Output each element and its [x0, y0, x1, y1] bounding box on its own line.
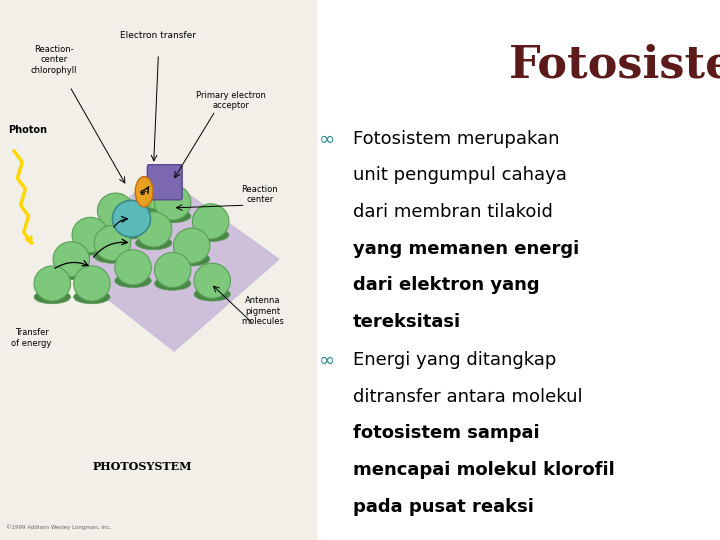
Ellipse shape — [115, 274, 151, 287]
Polygon shape — [57, 173, 279, 351]
Ellipse shape — [154, 252, 191, 287]
Text: Reaction-
center
chlorophyll: Reaction- center chlorophyll — [31, 45, 77, 75]
Text: dari elektron yang: dari elektron yang — [353, 276, 539, 294]
Ellipse shape — [194, 263, 230, 298]
Ellipse shape — [34, 291, 71, 303]
Text: Energi yang ditangkap: Energi yang ditangkap — [353, 351, 556, 369]
Text: Photon: Photon — [8, 125, 47, 135]
Text: Transfer
of energy: Transfer of energy — [12, 328, 52, 348]
Text: Antenna
pigment
molecules: Antenna pigment molecules — [241, 296, 284, 326]
Ellipse shape — [154, 276, 191, 291]
Ellipse shape — [112, 200, 150, 237]
Text: ©1999 Addison Wesley Longman, Inc.: ©1999 Addison Wesley Longman, Inc. — [6, 524, 112, 530]
Ellipse shape — [53, 241, 89, 276]
Text: yang memanen energi: yang memanen energi — [353, 240, 579, 258]
Ellipse shape — [94, 249, 131, 263]
Text: Fotosistem: Fotosistem — [508, 43, 720, 86]
Text: unit pengumpul cahaya: unit pengumpul cahaya — [353, 166, 567, 184]
Ellipse shape — [135, 212, 172, 247]
FancyBboxPatch shape — [148, 165, 182, 200]
Ellipse shape — [113, 226, 150, 239]
Ellipse shape — [138, 198, 175, 212]
Ellipse shape — [192, 204, 229, 239]
Ellipse shape — [97, 193, 134, 228]
Ellipse shape — [115, 249, 151, 285]
Ellipse shape — [113, 201, 150, 237]
Text: tereksitasi: tereksitasi — [353, 313, 461, 331]
Text: Fotosistem merupakan: Fotosistem merupakan — [353, 130, 559, 147]
Text: Reaction
center: Reaction center — [241, 185, 278, 205]
Text: pada pusat reaksi: pada pusat reaksi — [353, 498, 534, 516]
Text: ∞: ∞ — [319, 130, 336, 148]
Ellipse shape — [174, 228, 210, 263]
Ellipse shape — [73, 291, 110, 303]
Ellipse shape — [72, 217, 109, 253]
Ellipse shape — [73, 266, 110, 301]
Text: ditransfer antara molekul: ditransfer antara molekul — [353, 388, 582, 406]
Text: Primary electron
acceptor: Primary electron acceptor — [197, 91, 266, 110]
Ellipse shape — [174, 252, 210, 266]
Text: Electron transfer: Electron transfer — [120, 31, 197, 40]
Text: PHOTOSYSTEM: PHOTOSYSTEM — [93, 461, 192, 472]
Text: e⁻: e⁻ — [140, 188, 149, 197]
Ellipse shape — [72, 242, 109, 255]
Ellipse shape — [154, 185, 191, 220]
Text: mencapai molekul klorofil: mencapai molekul klorofil — [353, 461, 614, 479]
Ellipse shape — [192, 228, 229, 242]
Circle shape — [135, 177, 153, 207]
Ellipse shape — [94, 226, 131, 261]
Ellipse shape — [34, 266, 71, 301]
Ellipse shape — [53, 266, 89, 280]
Ellipse shape — [194, 287, 230, 301]
Text: dari membran tilakoid: dari membran tilakoid — [353, 203, 558, 221]
Ellipse shape — [135, 237, 172, 250]
Text: ∞: ∞ — [319, 351, 336, 370]
Ellipse shape — [97, 217, 134, 231]
Ellipse shape — [138, 174, 175, 209]
Text: fotosistem sampai: fotosistem sampai — [353, 424, 539, 442]
Ellipse shape — [154, 209, 191, 222]
